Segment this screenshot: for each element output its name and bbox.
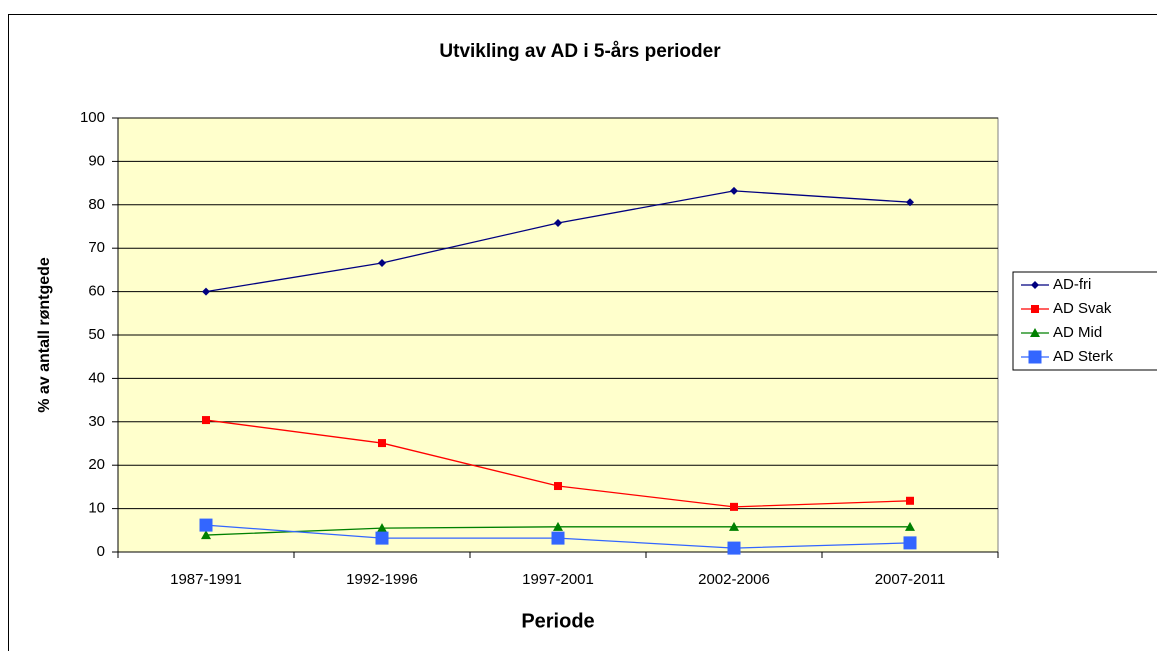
x-tick-label: 2002-2006: [698, 571, 770, 588]
y-tick-label: 100: [80, 109, 105, 126]
legend-label: AD Svak: [1053, 300, 1112, 317]
y-tick-label: 90: [88, 152, 105, 169]
y-tick-label: 80: [88, 196, 105, 213]
x-tick-label: 1997-2001: [522, 571, 594, 588]
marker: [199, 518, 213, 532]
marker: [727, 541, 741, 555]
marker: [553, 521, 563, 531]
marker: [905, 521, 915, 531]
marker: [1030, 328, 1040, 337]
marker: [1028, 350, 1042, 364]
y-tick-label: 20: [88, 456, 105, 473]
marker: [1031, 281, 1039, 289]
marker: [378, 439, 386, 448]
y-tick-label: 30: [88, 413, 105, 430]
y-axis-label: % av antall røntgede: [36, 257, 53, 413]
marker: [729, 521, 739, 531]
marker: [906, 496, 914, 505]
x-tick-label: 1987-1991: [170, 571, 242, 588]
legend-label: AD Sterk: [1053, 348, 1114, 365]
marker: [730, 186, 738, 195]
marker: [1031, 305, 1039, 313]
chart-title: Utvikling av AD i 5-års perioder: [439, 41, 721, 62]
y-tick-label: 70: [88, 239, 105, 256]
marker: [201, 530, 211, 540]
x-axis-label: Periode: [521, 610, 594, 632]
y-tick-label: 60: [88, 283, 105, 300]
marker: [906, 198, 914, 207]
marker: [202, 416, 210, 425]
y-tick-label: 40: [88, 369, 105, 386]
y-tick-label: 10: [88, 500, 105, 517]
marker: [554, 219, 562, 228]
x-tick-label: 1992-1996: [346, 571, 418, 588]
legend-label: AD Mid: [1053, 324, 1102, 341]
marker: [730, 502, 738, 511]
marker: [202, 287, 210, 296]
marker: [554, 482, 562, 491]
legend-label: AD-fri: [1053, 276, 1091, 293]
marker: [377, 523, 387, 533]
x-tick-label: 2007-2011: [875, 571, 946, 588]
marker: [378, 258, 386, 267]
y-tick-label: 50: [88, 326, 105, 343]
marker: [551, 531, 565, 545]
y-tick-label: 0: [97, 543, 105, 560]
marker: [903, 536, 917, 550]
marker: [375, 531, 389, 545]
